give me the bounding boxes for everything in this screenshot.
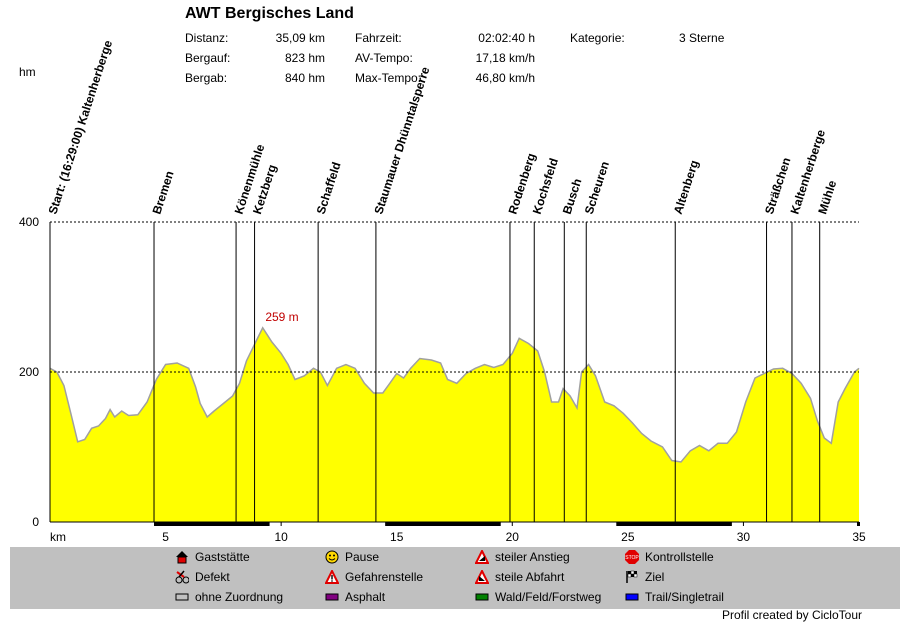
gray-swatch-icon xyxy=(175,590,189,604)
waypoint-label: Schaffeld xyxy=(314,160,344,216)
legend-item-asphalt: Asphalt xyxy=(325,590,385,604)
bergauf-value: 823 hm xyxy=(284,51,325,65)
legend-label: ohne Zuordnung xyxy=(195,590,284,604)
stop-sign-icon: STOP xyxy=(625,550,639,564)
house-icon xyxy=(175,550,189,564)
legend-item-trail-singletrail: Trail/Singletrail xyxy=(625,590,724,604)
legend-item-gefahrenstelle: Gefahrenstelle xyxy=(325,570,423,584)
credit-text: Profil created by CicloTour xyxy=(721,608,862,622)
x-tick-label: 15 xyxy=(390,530,404,544)
fahrzeit-value: 02:02:40 h xyxy=(478,31,535,45)
x-tick-label: 5 xyxy=(162,530,169,544)
fahrzeit-label: Fahrzeit: xyxy=(355,31,402,45)
distanz-label: Distanz: xyxy=(185,31,229,45)
distanz-value: 35,09 km xyxy=(275,31,325,45)
legend-label: steiler Anstieg xyxy=(495,550,570,564)
surface-bar xyxy=(616,522,732,526)
purple-swatch-icon xyxy=(325,590,339,604)
avtempo-value: 17,18 km/h xyxy=(475,51,535,65)
x-tick-label: 30 xyxy=(737,530,751,544)
waypoint-label: Altenberg xyxy=(671,158,702,216)
x-axis-unit: km xyxy=(50,530,66,544)
legend-label: Gaststätte xyxy=(195,550,250,564)
x-tick-label: 25 xyxy=(621,530,635,544)
blue-swatch-icon xyxy=(625,590,639,604)
page-title: AWT Bergisches Land xyxy=(185,5,354,22)
max-elevation-label: 259 m xyxy=(265,310,298,324)
steep-climb-icon xyxy=(475,550,489,564)
legend-item-ziel: Ziel xyxy=(625,570,664,584)
legend-label: Gefahrenstelle xyxy=(345,570,424,584)
legend-item-defekt: Defekt xyxy=(175,570,230,584)
smiley-icon xyxy=(325,550,339,564)
waypoint-label: Start: (16:29:00) Kaltenherberge xyxy=(46,38,116,216)
y-tick-label: 0 xyxy=(32,515,39,529)
elevation-chart: 0 200 400 Start: (16:29:00) Kaltenherberge B… xyxy=(19,38,866,544)
waypoint-label: Staumauer Dhünntalsperre xyxy=(371,65,432,216)
legend-item-steile-abfahrt: steile Abfahrt xyxy=(475,570,564,584)
elevation-line xyxy=(49,326,860,463)
legend-item-kontrollstelle: STOP Kontrollstelle xyxy=(625,550,714,564)
legend-label: Kontrollstelle xyxy=(645,550,714,564)
steep-descent-icon xyxy=(475,570,489,584)
bergauf-label: Bergauf: xyxy=(185,51,231,65)
warning-icon xyxy=(325,570,339,584)
bergab-label: Bergab: xyxy=(185,71,228,85)
surface-bar xyxy=(154,522,270,526)
legend-item-gaststaette: Gaststätte xyxy=(175,550,250,564)
legend-item-steiler-anstieg: steiler Anstieg xyxy=(475,550,570,564)
y-axis-unit: hm xyxy=(19,65,36,79)
legend-label: Ziel xyxy=(645,570,665,584)
finish-flag-icon xyxy=(625,570,639,584)
legend-item-ohne-zuordnung: ohne Zuordnung xyxy=(175,590,283,604)
legend-label: Pause xyxy=(345,550,380,564)
legend-label: steile Abfahrt xyxy=(495,570,565,584)
legend-label: Wald/Feld/Forstweg xyxy=(495,590,602,604)
kategorie-value: 3 Sterne xyxy=(679,31,725,45)
y-tick-label: 200 xyxy=(19,365,39,379)
green-swatch-icon xyxy=(475,590,489,604)
bergab-value: 840 hm xyxy=(284,71,325,85)
legend-item-pause: Pause xyxy=(325,550,379,564)
maxtempo-label: Max-Tempo: xyxy=(355,71,422,85)
waypoint-label: Busch xyxy=(560,177,585,216)
waypoint-label: Scheuren xyxy=(582,160,612,216)
avtempo-label: AV-Tempo: xyxy=(355,51,413,65)
y-tick-label: 400 xyxy=(19,215,39,229)
legend-item-wald-feld-forstweg: Wald/Feld/Forstweg xyxy=(475,590,601,604)
kategorie-label: Kategorie: xyxy=(570,31,625,45)
x-tick-label: 20 xyxy=(506,530,520,544)
legend-label: Defekt xyxy=(195,570,230,584)
x-tick-label: 35 xyxy=(852,530,866,544)
legend-label: Asphalt xyxy=(345,590,386,604)
x-tick-label: 10 xyxy=(274,530,288,544)
repair-icon xyxy=(175,570,189,584)
legend-label: Trail/Singletrail xyxy=(645,590,724,604)
legend: Gaststätte Pause steiler Anstieg STOP Ko… xyxy=(10,547,900,609)
maxtempo-value: 46,80 km/h xyxy=(475,71,535,85)
waypoint-label: Bremen xyxy=(150,169,177,216)
elevation-area xyxy=(50,327,859,522)
svg-text:STOP: STOP xyxy=(625,555,639,561)
surface-bar xyxy=(385,522,501,526)
waypoint-label: Mühle xyxy=(815,178,839,216)
